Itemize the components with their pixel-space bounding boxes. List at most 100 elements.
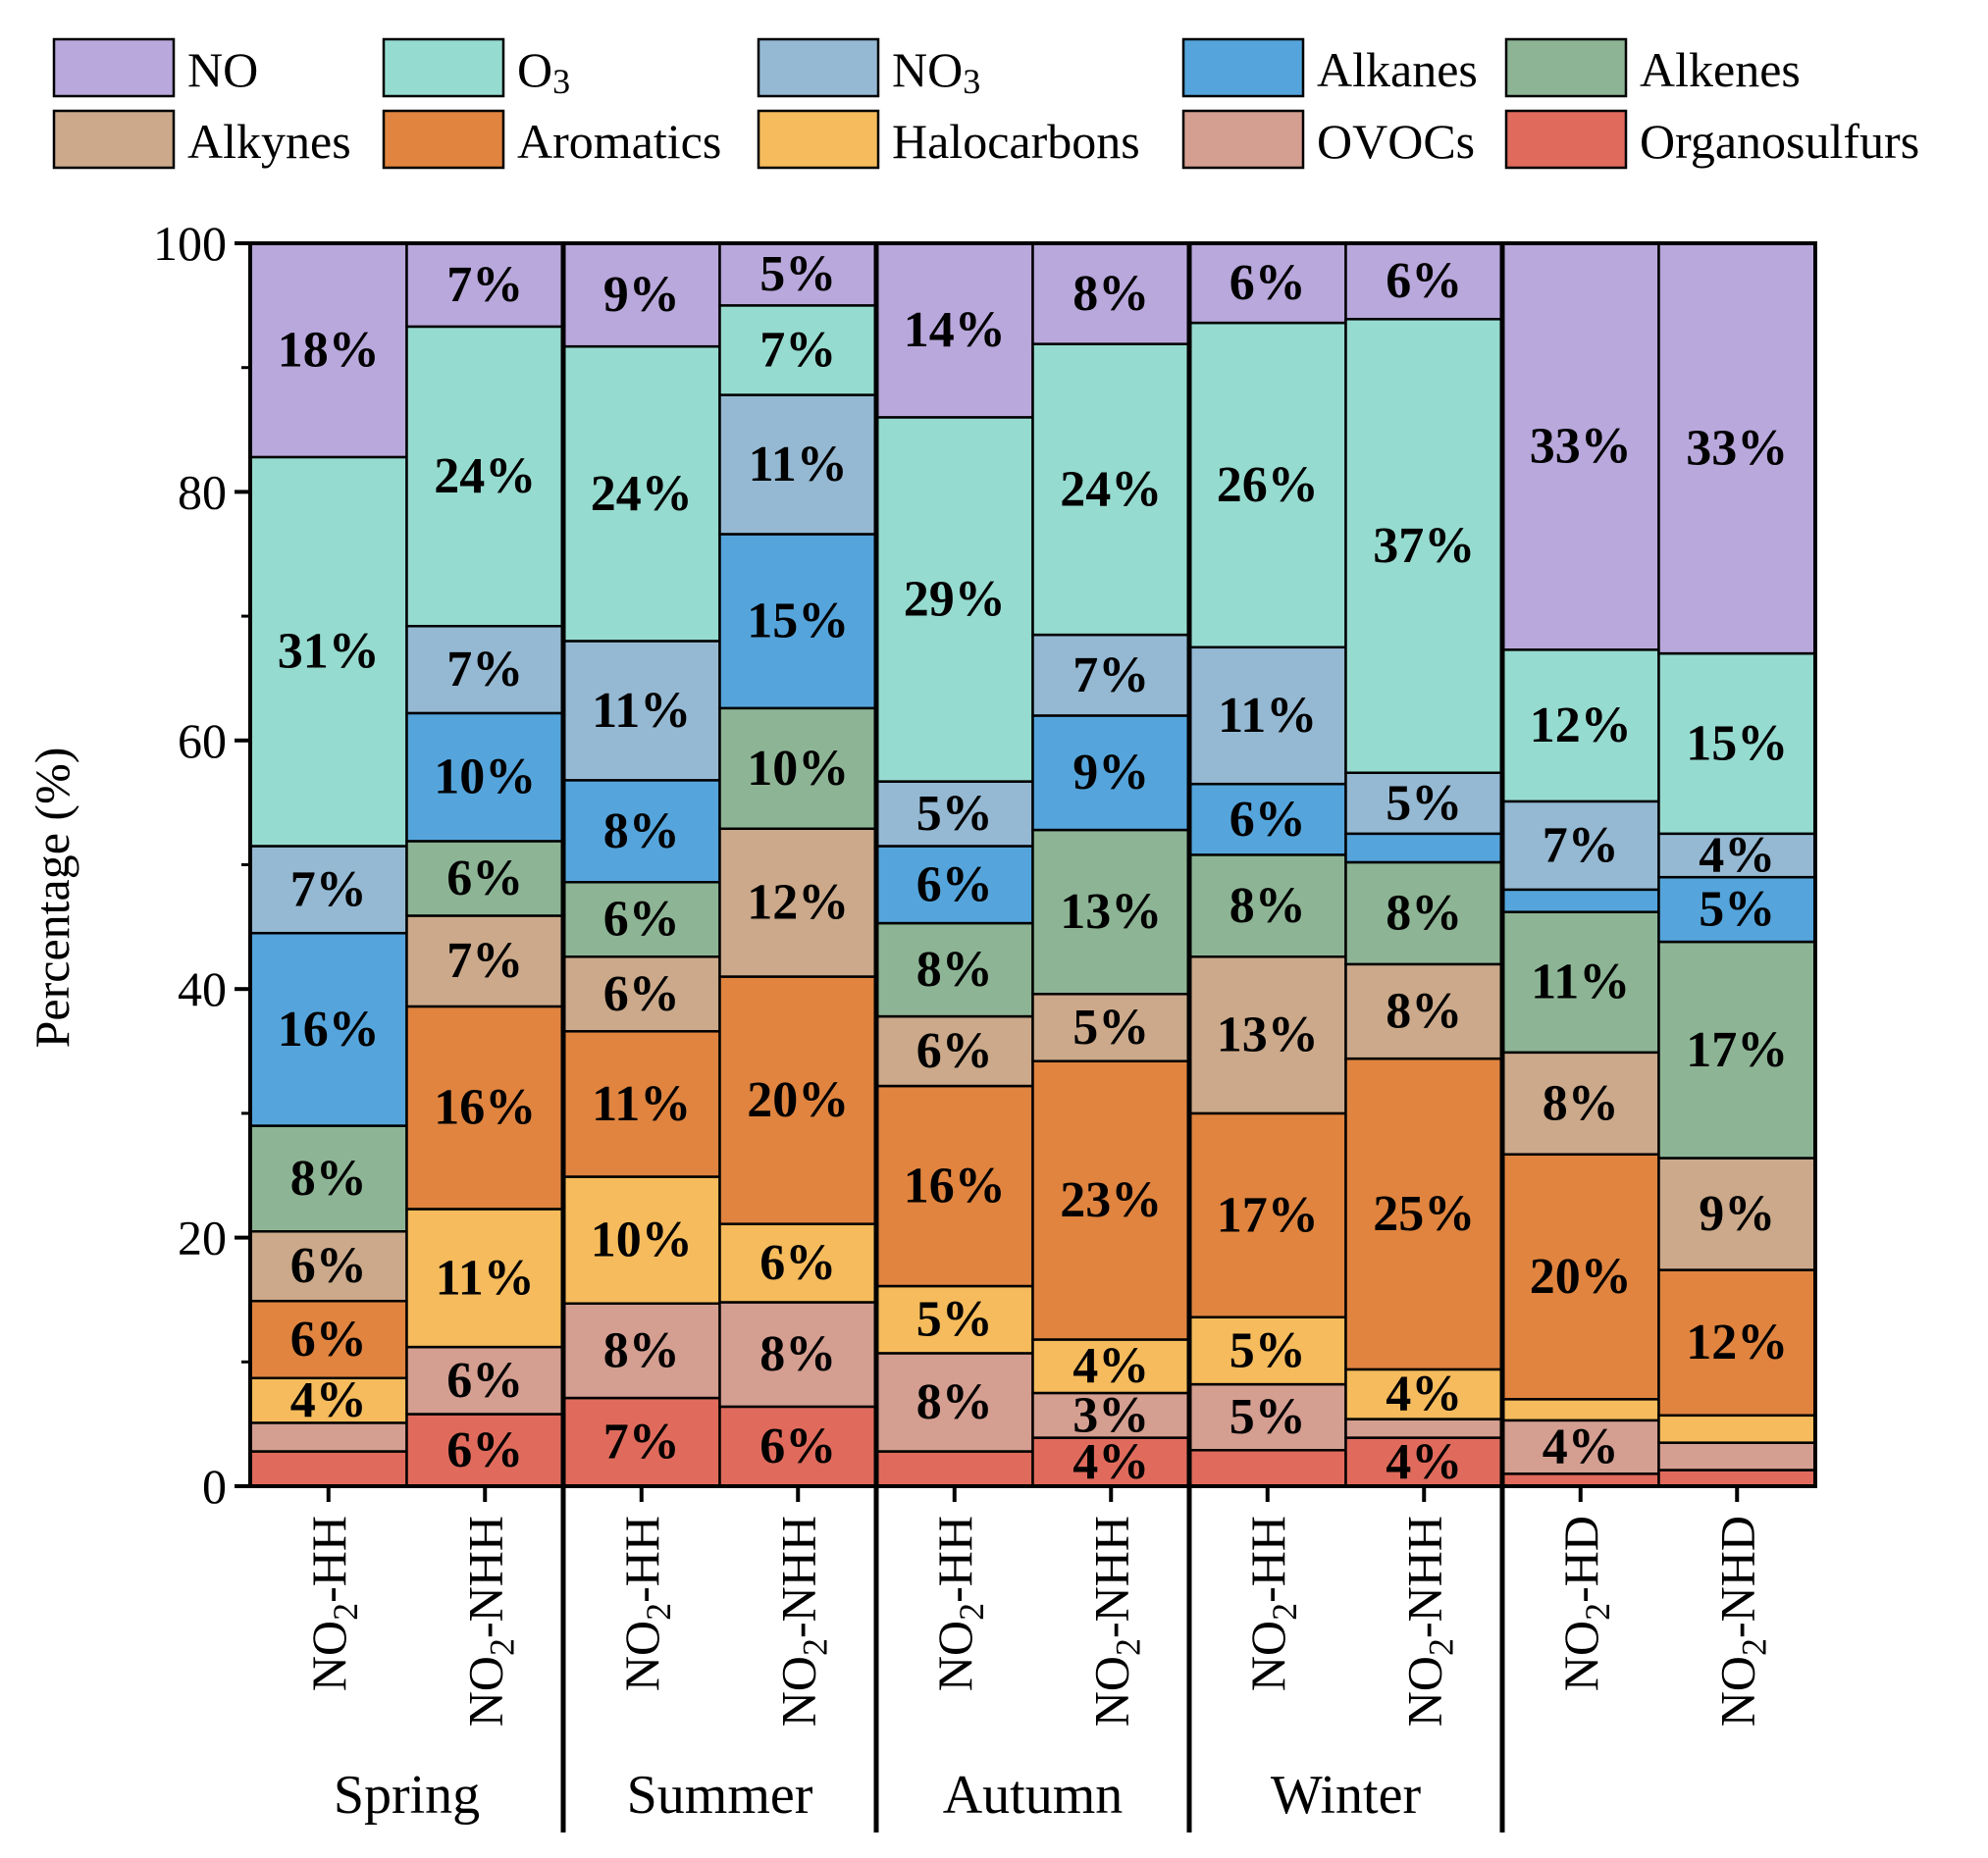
x-tick-label-8: NO2-HD [1553,1516,1617,1691]
data-label-organosulfurs-1: 6% [446,1422,523,1478]
data-label-aromatics-5: 23% [1060,1172,1162,1228]
legend-swatch-alkanes [1181,37,1305,98]
bar-halocarbons-4 [874,1284,1034,1355]
data-label-o3-6: 26% [1217,457,1319,513]
x-tick-label-sub: 2 [1108,1638,1147,1656]
bar-o3-9 [1657,651,1817,836]
bar-alkynes-5 [1031,993,1191,1062]
bar-o3-2 [561,344,721,643]
x-tick-label-prefix: NO [1083,1656,1138,1727]
legend-label-text: NO [187,42,258,97]
data-label-alkenes-5: 13% [1060,884,1162,940]
y-tick-label-40: 40 [178,961,227,1016]
data-label-alkenes-7: 8% [1386,885,1462,941]
x-tick-label-suffix: -NHH [1083,1516,1138,1638]
bar-organosulfurs-7 [1344,1436,1504,1488]
legend-label-text: OVOCs [1317,114,1475,169]
data-label-o3-9: 15% [1686,715,1788,771]
data-label-ovocs-3: 8% [759,1326,836,1382]
data-label-alkynes-1: 7% [446,933,523,989]
bar-alkynes-3 [718,827,878,978]
data-label-o3-2: 24% [591,466,693,522]
data-label-no-0: 18% [278,322,380,378]
data-label-no3-0: 7% [290,861,367,917]
bar-alkanes-3 [718,533,878,710]
bar-alkynes-6 [1187,955,1347,1115]
bar-alkanes-4 [874,845,1034,925]
bar-ovocs-9 [1657,1441,1817,1471]
legend-label-text: Aromatics [517,114,721,169]
data-label-o3-4: 29% [904,571,1006,627]
data-label-no3-8: 7% [1543,817,1619,873]
x-tick-label-sub: 2 [952,1603,991,1621]
bar-no3-0 [248,845,408,935]
data-label-aromatics-2: 11% [592,1076,691,1132]
x-tick-label-prefix: NO [1396,1656,1451,1727]
data-label-aromatics-1: 16% [434,1080,536,1136]
bar-alkenes-0 [248,1124,408,1233]
bar-aromatics-9 [1657,1268,1817,1418]
x-tick-label-suffix: -HH [614,1516,669,1603]
x-tick-label-sub: 2 [1265,1603,1304,1621]
bar-ovocs-2 [561,1302,721,1400]
data-label-o3-1: 24% [434,448,536,504]
legend-label-text: NO [892,42,963,97]
legend-label-text: O [517,42,552,97]
x-tick-label-suffix: -HD [1553,1516,1608,1603]
group-separators [560,243,1505,1832]
x-tick-label-suffix: -NHD [1709,1516,1764,1638]
bar-alkanes-8 [1500,888,1660,913]
legend-label-no3: NO3 [892,42,980,101]
data-label-aromatics-0: 6% [290,1312,367,1368]
data-label-o3-3: 7% [759,322,836,378]
data-label-alkenes-8: 11% [1531,955,1630,1010]
legend-label-organosulfurs: Organosulfurs [1640,114,1919,169]
data-label-no-6: 6% [1229,255,1306,311]
x-tick-label-prefix: NO [927,1621,982,1691]
bar-alkanes-7 [1344,832,1504,864]
y-tick-label-60: 60 [178,713,227,768]
bar-alkenes-6 [1187,853,1347,958]
data-label-organosulfurs-2: 7% [603,1415,680,1471]
x-tick-label-6: NO2-HH [1240,1516,1304,1691]
x-tick-label-prefix: NO [301,1621,356,1691]
legend-label-ovocs: OVOCs [1317,114,1475,169]
data-label-alkynes-5: 5% [1072,1000,1149,1056]
data-label-ovocs-8: 4% [1543,1419,1619,1475]
bar-ovocs-6 [1187,1382,1347,1452]
group-label-spring: Spring [334,1765,480,1826]
data-label-alkanes-9: 5% [1699,882,1775,938]
data-label-no3-7: 5% [1386,775,1462,831]
data-label-no-8: 33% [1530,419,1632,475]
data-label-alkynes-3: 12% [747,875,849,931]
legend-swatch-alkynes [52,109,176,170]
data-label-alkanes-2: 8% [603,803,680,859]
data-label-no3-2: 11% [592,683,691,739]
x-tick-label-3: NO2-NHH [770,1516,834,1727]
data-label-alkanes-3: 15% [747,594,849,649]
bar-organosulfurs-0 [248,1450,408,1488]
data-label-alkanes-0: 16% [278,1002,380,1058]
legend-label-text: Alkenes [1640,42,1801,97]
legend-label-aromatics: Aromatics [517,114,721,169]
data-label-o3-5: 24% [1060,461,1162,517]
x-tick-label-prefix: NO [1553,1621,1608,1691]
legend-label-alkanes: Alkanes [1317,42,1478,97]
legend-swatch-alkenes [1504,37,1628,98]
bar-organosulfurs-1 [405,1413,565,1488]
data-label-ovocs-4: 8% [916,1374,993,1430]
bar-no3-2 [561,640,721,782]
bar-no-1 [405,241,565,329]
bar-o3-5 [1031,342,1191,637]
data-label-aromatics-9: 12% [1686,1315,1788,1370]
data-label-organosulfurs-5: 4% [1072,1434,1149,1490]
bar-alkenes-7 [1344,860,1504,966]
data-label-halocarbons-7: 4% [1386,1367,1462,1422]
data-label-alkynes-4: 6% [916,1023,993,1079]
data-label-alkenes-1: 6% [446,851,523,906]
data-label-no-1: 7% [446,257,523,313]
x-tick-label-prefix: NO [1709,1656,1764,1727]
x-tick-label-prefix: NO [770,1656,825,1727]
